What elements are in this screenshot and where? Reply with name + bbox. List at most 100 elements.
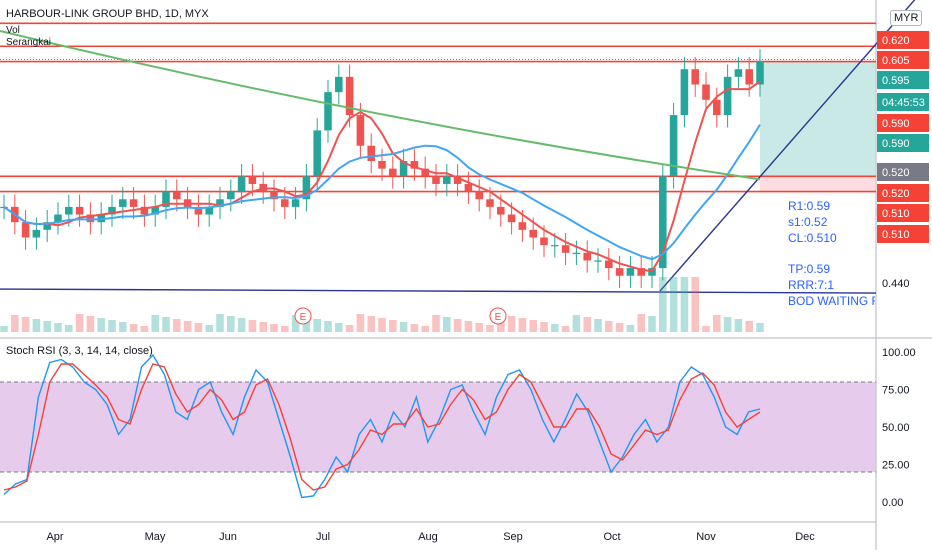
- price-badge-label: 0.605: [882, 55, 910, 67]
- candles-group: [0, 49, 764, 288]
- volume-bar: [86, 316, 95, 332]
- annotation-s1: s1:0.52: [788, 215, 828, 229]
- candle-body: [497, 206, 505, 215]
- time-tick-label: Dec: [795, 531, 815, 543]
- stoch-tick-label: 25.00: [882, 460, 910, 472]
- candle-body: [713, 99, 721, 116]
- candle-body: [129, 199, 138, 207]
- price-tick-label: 0.440: [882, 278, 910, 290]
- candle-body: [151, 206, 159, 215]
- candle-body: [378, 161, 386, 169]
- volume-bar: [205, 325, 213, 332]
- candle-body: [32, 229, 41, 238]
- annotation-note: BOD WAITING FO: [788, 294, 875, 308]
- volume-bar: [583, 317, 591, 332]
- candle-body: [281, 199, 289, 207]
- volume-bar: [594, 319, 602, 332]
- candle-body: [21, 222, 30, 238]
- candle-body: [669, 115, 678, 177]
- candle-body: [345, 76, 354, 116]
- candle-body: [745, 69, 753, 85]
- candle-body: [119, 199, 127, 207]
- volume-bar: [378, 318, 386, 332]
- volume-bar: [75, 314, 84, 332]
- candle-body: [248, 176, 257, 184]
- candle-body: [205, 206, 213, 215]
- candle-body: [367, 145, 375, 161]
- target-zone: [760, 61, 876, 177]
- volume-bar: [648, 316, 656, 332]
- volume-bar: [691, 277, 699, 332]
- volume-bar: [302, 317, 311, 332]
- candle-body: [475, 191, 483, 200]
- price-badge-label: 0.595: [882, 75, 910, 87]
- volume-bar: [399, 322, 408, 332]
- volume-bar: [702, 326, 710, 332]
- volume-bar: [443, 317, 451, 332]
- price-badge-label: 0.520: [882, 188, 910, 200]
- earnings-marker-0: [294, 307, 312, 325]
- price-badge: [877, 93, 929, 111]
- candle-body: [291, 199, 300, 207]
- annotation-cl: CL:0.510: [788, 231, 837, 245]
- candle-body: [356, 115, 365, 146]
- candle-body: [86, 214, 95, 223]
- volume-bar: [389, 320, 397, 332]
- candle-body: [594, 260, 602, 262]
- candle-body: [443, 176, 451, 184]
- volume-bar: [432, 315, 440, 332]
- volume-bar: [464, 321, 473, 332]
- volume-bar: [475, 323, 483, 332]
- volume-bar: [518, 318, 527, 332]
- volume-bar: [367, 316, 375, 332]
- support-trendline: [0, 288, 877, 294]
- volume-bar: [97, 318, 105, 332]
- candle-body: [518, 222, 527, 230]
- time-tick-label: May: [145, 531, 166, 543]
- volume-bar: [615, 323, 624, 332]
- price-badge: [877, 163, 929, 181]
- volume-bar: [540, 322, 548, 332]
- volume-bar: [173, 319, 181, 332]
- annotation-tp: TP:0.59: [788, 262, 831, 276]
- candle-body: [637, 268, 645, 276]
- candle-body: [507, 214, 516, 223]
- volume-bar: [669, 277, 678, 332]
- indicator-label: Serangkai: [6, 37, 52, 48]
- time-tick-label: Aug: [418, 531, 438, 543]
- stoch-band: [0, 382, 876, 472]
- time-tick-label: Apr: [46, 531, 63, 543]
- candle-body: [561, 245, 570, 253]
- candle-body: [173, 191, 181, 200]
- annotation-r1: R1:0.59: [788, 199, 831, 213]
- stoch-tick-label: 50.00: [882, 422, 910, 434]
- candle-body: [194, 206, 203, 215]
- candle-body: [313, 130, 321, 177]
- volume-bar: [680, 277, 689, 332]
- price-badge-label: 0.590: [882, 138, 910, 150]
- volume-bar: [108, 320, 116, 332]
- volume-bar: [626, 325, 635, 332]
- candle-body: [529, 229, 537, 238]
- volume-bar: [324, 321, 332, 332]
- volume-bar: [551, 324, 559, 332]
- candle-body: [227, 191, 235, 200]
- candle-body: [583, 252, 591, 261]
- candle-body: [540, 237, 548, 246]
- currency-label[interactable]: MYR: [890, 10, 923, 26]
- price-badge-label: 04:45:53: [882, 97, 925, 109]
- ma-mid-line: [3, 124, 761, 261]
- candle-body: [410, 161, 419, 169]
- time-tick-label: Oct: [603, 531, 620, 543]
- candle-body: [162, 191, 170, 207]
- volume-bar: [345, 325, 354, 332]
- price-badge: [877, 71, 929, 89]
- volume-bar: [734, 319, 743, 332]
- volume-bar: [335, 323, 343, 332]
- price-badge: [877, 184, 929, 202]
- candle-body: [605, 260, 613, 269]
- candle-body: [389, 168, 397, 177]
- stoch-title: Stoch RSI (3, 3, 14, 14, close): [6, 345, 153, 357]
- stop-zone: [760, 176, 876, 192]
